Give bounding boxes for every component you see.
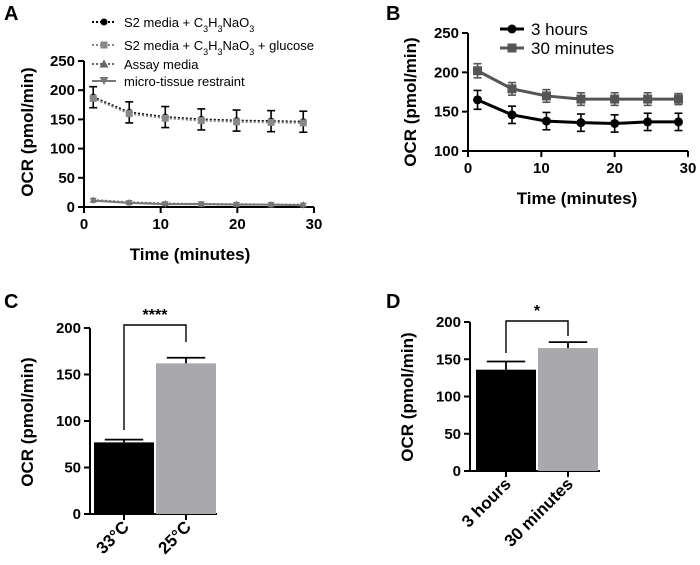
panel-b-data-point: [541, 116, 551, 126]
panel-b-data-point: [610, 94, 620, 104]
legend-label-30-minutes: 30 minutes: [531, 39, 614, 58]
panel-b-data-point: [673, 94, 683, 104]
panel-letter-c: C: [4, 291, 18, 313]
panel-a-data-point: [89, 197, 97, 205]
panel-d-bar: [476, 369, 536, 471]
panel-a-data-point: [267, 118, 275, 126]
legend-item-assay-media: Assay media: [92, 57, 199, 72]
panel-b-y-tick-label: 150: [434, 104, 459, 121]
panel-a-y-tick-label: 50: [58, 170, 75, 187]
panel-b-x-tick-label: 20: [606, 160, 623, 177]
panel-a-data-point: [197, 201, 205, 208]
panel-c-y-tick-label: 150: [56, 367, 81, 384]
panel-a-data-point: [89, 94, 97, 102]
panel-a-x-tick-label: 30: [306, 216, 323, 233]
panel-a-y-tick-label: 150: [50, 111, 75, 128]
panel-b-data-point: [673, 117, 683, 127]
panel-a-ylabel: OCR (pmol/min): [18, 67, 37, 196]
panel-a-x-tick-label: 10: [152, 216, 169, 233]
panel-b-data-point: [473, 95, 483, 105]
panel-d-y-tick-label: 150: [436, 351, 461, 368]
panel-c-y-tick-label: 100: [56, 413, 81, 430]
panel-b-data-point: [507, 84, 517, 94]
panel-a-x-tick-label: 20: [229, 216, 246, 233]
panel-c-bar: [94, 442, 154, 514]
panel-c-x-tick-label: 25°C: [155, 517, 195, 557]
legend-item-pyruvate: S2 media + C3H3NaO3: [92, 15, 254, 34]
panel-a-y-tick-label: 0: [67, 199, 75, 216]
panel-a-data-point: [161, 114, 169, 122]
panel-a-y-tick-label: 200: [50, 82, 75, 99]
panel-d-y-tick-label: 50: [444, 426, 461, 443]
panel-b-data-point: [473, 66, 483, 76]
panel-b-y-tick-label: 250: [434, 25, 459, 42]
panel-b-data-point: [507, 110, 517, 120]
panel-a-data-point: [197, 117, 205, 125]
panel-d-significance-bracket: [505, 320, 569, 353]
legend-item-30-minutes: 30 minutes: [500, 39, 614, 58]
panel-b-xlabel: Time (minutes): [517, 189, 638, 208]
panel-d-ylabel: OCR (pmol/min): [398, 332, 417, 461]
panel-a-data-point: [233, 201, 241, 209]
panel-a-data-point: [299, 119, 307, 127]
panel-d-y-tick-label: 0: [453, 463, 461, 480]
panel-b-data-point: [643, 117, 653, 127]
legend-item-3-hours: 3 hours: [500, 20, 588, 39]
panel-b-x-tick-label: 10: [533, 160, 550, 177]
legend-item-pyruvate-glucose: S2 media + C3H3NaO3 + glucose: [92, 38, 314, 57]
panel-c-y-tick-label: 200: [56, 320, 81, 337]
panel-b-data-point: [541, 91, 551, 101]
panel-a-y-tick-label: 250: [50, 53, 75, 70]
panel-d-y-tick-label: 100: [436, 389, 461, 406]
panel-c-y-tick-label: 0: [73, 506, 81, 523]
panel-d-y-tick-label: 200: [436, 314, 461, 331]
legend-label-assay-media: Assay media: [124, 57, 199, 72]
panel-a-data-point: [299, 202, 307, 209]
legend-item-micro-tissue-restraint: micro-tissue restraint: [92, 74, 245, 89]
panel-c-chart: 0 50 100 150 200 33°C 25°C **** OCR (pmol/min): [18, 307, 217, 558]
panel-letter-a: A: [4, 3, 18, 25]
panel-b-data-point: [576, 94, 586, 104]
panel-c-significance-label: ****: [143, 307, 169, 324]
legend-label-3-hours: 3 hours: [531, 20, 588, 39]
panel-letter-b: B: [386, 3, 400, 25]
panel-b-chart: 0 10 20 30 100 150 200 250 Time (minutes) OCR (…: [401, 20, 696, 208]
panel-b-ylabel: OCR (pmol/min): [401, 37, 420, 166]
panel-a-xlabel: Time (minutes): [130, 245, 251, 264]
panel-a-chart: 0 10 20 30 0 50 100 150 200 250 Time (minutes) OC…: [18, 15, 322, 264]
panel-b-data-point: [610, 118, 620, 128]
panel-c-y-tick-label: 50: [64, 460, 81, 477]
panel-a-data-point: [233, 118, 241, 126]
legend-label-pyruvate-glucose: S2 media + C3H3NaO3 + glucose: [124, 38, 314, 57]
panel-c-bar: [156, 363, 216, 514]
panel-b-x-tick-label: 0: [464, 160, 472, 177]
panel-a-data-point: [125, 200, 133, 207]
panel-a-y-tick-label: 100: [50, 141, 75, 158]
panel-c-ylabel: OCR (pmol/min): [18, 357, 37, 486]
panel-b-legend: 3 hours 30 minutes: [500, 20, 614, 58]
panel-a-legend: S2 media + C3H3NaO3 S2 media + C3H3NaO3 …: [92, 15, 314, 89]
panel-d-significance-label: *: [534, 303, 541, 320]
panel-b-data-point: [576, 118, 586, 128]
panel-b-x-tick-label: 30: [680, 160, 697, 177]
legend-label-micro-tissue-restraint: micro-tissue restraint: [124, 74, 245, 89]
panel-c-x-tick-label: 33°C: [93, 517, 133, 557]
panel-letter-d: D: [386, 291, 400, 313]
panel-a-data-point: [267, 201, 275, 209]
panel-b-y-tick-label: 200: [434, 64, 459, 81]
legend-label-pyruvate: S2 media + C3H3NaO3: [124, 15, 254, 34]
panel-d-bar: [538, 348, 598, 471]
panel-c-significance-bracket: [123, 324, 187, 430]
panel-b-y-tick-label: 100: [434, 143, 459, 160]
panel-a-data-point: [125, 110, 133, 118]
panel-a-x-tick-label: 0: [80, 216, 88, 233]
panel-a-data-point: [161, 201, 169, 208]
panel-d-x-tick-label: 3 hours: [458, 474, 515, 531]
panel-b-data-point: [643, 94, 653, 104]
